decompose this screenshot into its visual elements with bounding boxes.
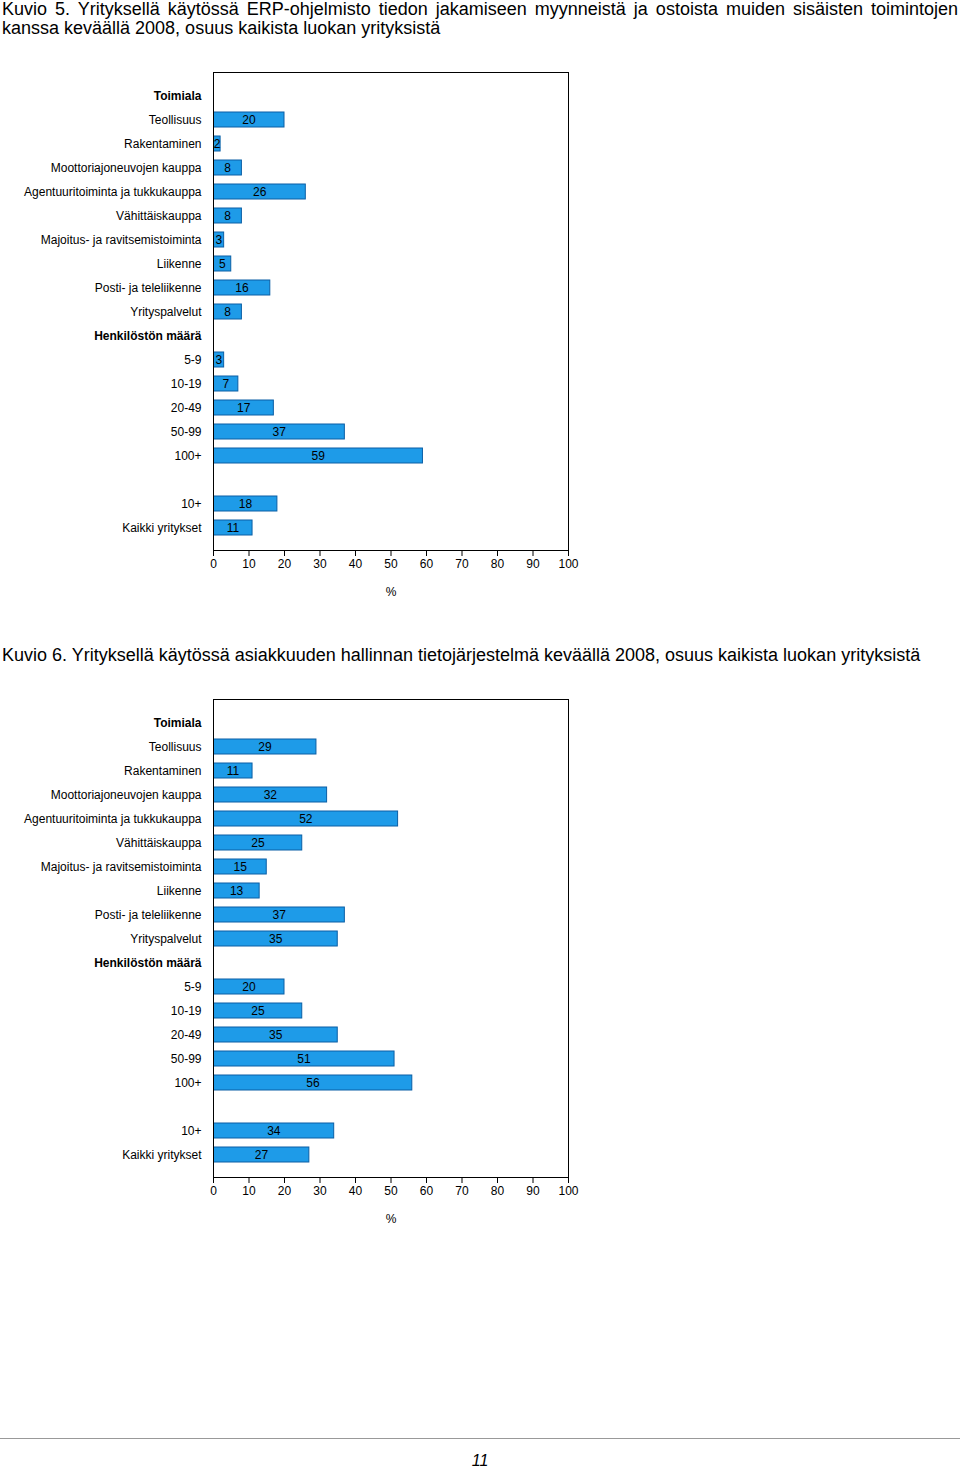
svg-text:52: 52 <box>299 812 313 826</box>
svg-text:20-49: 20-49 <box>171 1028 202 1042</box>
svg-text:Vähittäiskauppa: Vähittäiskauppa <box>116 209 202 223</box>
html-text:Kuvio 6. Yrityksellä käytössä: Kuvio 6. Yrityksellä käytössä asiakkuude… <box>2 645 921 665</box>
svg-text:5-9: 5-9 <box>184 353 202 367</box>
svg-text:Agentuuritoiminta ja tukkukaup: Agentuuritoiminta ja tukkukauppa <box>24 185 202 199</box>
svg-text:Majoitus- ja ravitsemistoimint: Majoitus- ja ravitsemistoiminta <box>41 233 202 247</box>
svg-text:37: 37 <box>272 425 286 439</box>
svg-text:40: 40 <box>349 557 363 571</box>
svg-text:20: 20 <box>242 980 256 994</box>
svg-text:8: 8 <box>224 161 231 175</box>
svg-text:Toimiala: Toimiala <box>154 89 202 103</box>
svg-text:Moottoriajoneuvojen kauppa: Moottoriajoneuvojen kauppa <box>51 161 202 175</box>
svg-text:56: 56 <box>306 1076 320 1090</box>
svg-text:27: 27 <box>255 1148 269 1162</box>
svg-text:25: 25 <box>251 836 265 850</box>
svg-text:5: 5 <box>219 257 226 271</box>
svg-text:Liikenne: Liikenne <box>157 257 202 271</box>
svg-text:40: 40 <box>349 1184 363 1198</box>
svg-text:10+: 10+ <box>181 1124 201 1138</box>
svg-text:Vähittäiskauppa: Vähittäiskauppa <box>116 836 202 850</box>
svg-text:50: 50 <box>384 557 398 571</box>
svg-text:30: 30 <box>313 557 327 571</box>
svg-text:Teollisuus: Teollisuus <box>149 740 202 754</box>
svg-text:3: 3 <box>215 233 222 247</box>
svg-text:35: 35 <box>269 1028 283 1042</box>
svg-text:70: 70 <box>455 557 469 571</box>
svg-text:Liikenne: Liikenne <box>157 884 202 898</box>
svg-text:13: 13 <box>230 884 244 898</box>
svg-text:Kaikki yritykset: Kaikki yritykset <box>122 1148 202 1162</box>
svg-text:16: 16 <box>235 281 249 295</box>
svg-text:20: 20 <box>278 557 292 571</box>
svg-text:70: 70 <box>455 1184 469 1198</box>
svg-text:Yrityspalvelut: Yrityspalvelut <box>130 305 202 319</box>
svg-text:100+: 100+ <box>174 1076 201 1090</box>
html-text:11: 11 <box>471 1452 489 1469</box>
svg-text:%: % <box>386 585 397 599</box>
svg-text:17: 17 <box>237 401 251 415</box>
svg-text:11: 11 <box>227 521 240 535</box>
svg-text:7: 7 <box>223 377 230 391</box>
svg-text:50-99: 50-99 <box>171 1052 202 1066</box>
svg-text:34: 34 <box>267 1124 281 1138</box>
svg-text:Toimiala: Toimiala <box>154 716 202 730</box>
svg-text:80: 80 <box>491 557 505 571</box>
svg-text:10: 10 <box>242 557 256 571</box>
svg-text:50: 50 <box>384 1184 398 1198</box>
svg-text:37: 37 <box>272 908 286 922</box>
svg-text:%: % <box>386 1212 397 1226</box>
html-text:Kuvio 5. Yrityksellä käytössä: Kuvio 5. Yrityksellä käytössä ERP-ohjelm… <box>2 0 958 38</box>
svg-text:20-49: 20-49 <box>171 401 202 415</box>
svg-text:8: 8 <box>224 305 231 319</box>
svg-text:3: 3 <box>215 353 222 367</box>
svg-text:10-19: 10-19 <box>171 377 202 391</box>
svg-text:Rakentaminen: Rakentaminen <box>124 137 201 151</box>
svg-text:18: 18 <box>239 497 253 511</box>
svg-text:60: 60 <box>420 1184 434 1198</box>
svg-text:Henkilöstön määrä: Henkilöstön määrä <box>94 956 202 970</box>
svg-text:Majoitus- ja ravitsemistoimint: Majoitus- ja ravitsemistoiminta <box>41 860 202 874</box>
svg-text:100: 100 <box>558 557 578 571</box>
svg-text:Agentuuritoiminta ja tukkukaup: Agentuuritoiminta ja tukkukauppa <box>24 812 202 826</box>
svg-text:60: 60 <box>420 557 434 571</box>
svg-text:90: 90 <box>526 557 540 571</box>
svg-text:100: 100 <box>558 1184 578 1198</box>
svg-text:0: 0 <box>210 1184 217 1198</box>
svg-text:Kaikki yritykset: Kaikki yritykset <box>122 521 202 535</box>
svg-text:11: 11 <box>227 764 240 778</box>
svg-text:51: 51 <box>297 1052 311 1066</box>
svg-text:20: 20 <box>242 113 256 127</box>
svg-text:Teollisuus: Teollisuus <box>149 113 202 127</box>
svg-text:10-19: 10-19 <box>171 1004 202 1018</box>
svg-text:100+: 100+ <box>174 449 201 463</box>
svg-text:32: 32 <box>264 788 278 802</box>
svg-text:8: 8 <box>224 209 231 223</box>
svg-text:90: 90 <box>526 1184 540 1198</box>
svg-text:Yrityspalvelut: Yrityspalvelut <box>130 932 202 946</box>
svg-text:10: 10 <box>242 1184 256 1198</box>
svg-text:2: 2 <box>214 137 221 151</box>
svg-text:Rakentaminen: Rakentaminen <box>124 764 201 778</box>
svg-text:Posti- ja teleliikenne: Posti- ja teleliikenne <box>95 908 202 922</box>
svg-text:30: 30 <box>313 1184 327 1198</box>
svg-text:Henkilöstön määrä: Henkilöstön määrä <box>94 329 202 343</box>
svg-text:0: 0 <box>210 557 217 571</box>
svg-text:80: 80 <box>491 1184 505 1198</box>
svg-text:10+: 10+ <box>181 497 201 511</box>
svg-text:Moottoriajoneuvojen kauppa: Moottoriajoneuvojen kauppa <box>51 788 202 802</box>
svg-text:15: 15 <box>233 860 247 874</box>
svg-text:50-99: 50-99 <box>171 425 202 439</box>
svg-text:35: 35 <box>269 932 283 946</box>
svg-text:26: 26 <box>253 185 267 199</box>
svg-text:25: 25 <box>251 1004 265 1018</box>
svg-text:59: 59 <box>312 449 326 463</box>
svg-text:29: 29 <box>258 740 272 754</box>
svg-text:Posti- ja teleliikenne: Posti- ja teleliikenne <box>95 281 202 295</box>
svg-text:20: 20 <box>278 1184 292 1198</box>
svg-text:5-9: 5-9 <box>184 980 202 994</box>
